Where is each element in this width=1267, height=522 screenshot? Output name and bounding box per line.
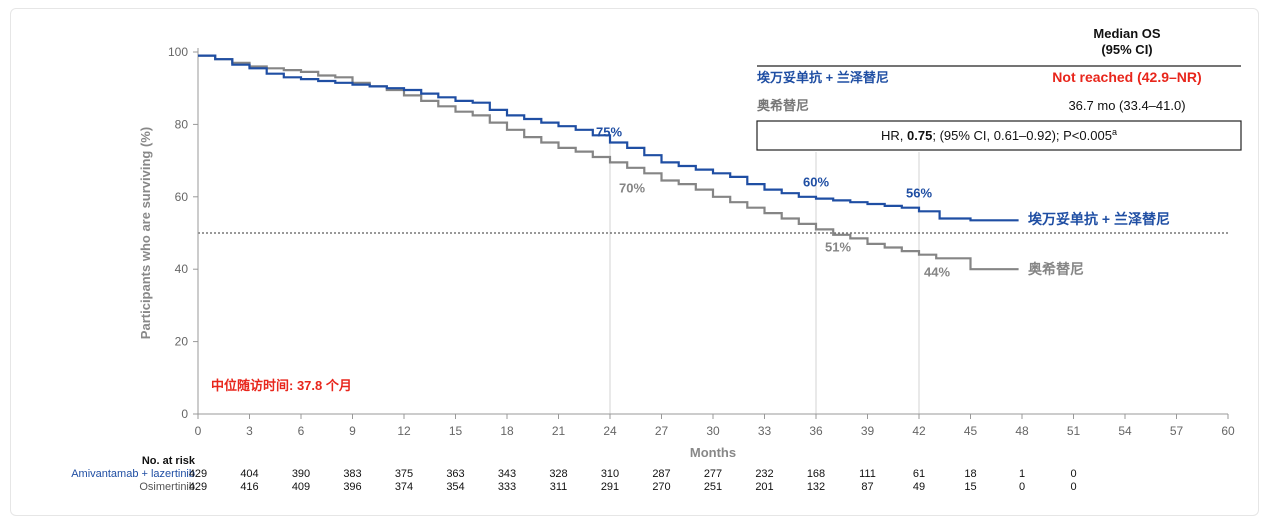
legend-row-value-blue: Not reached (42.9–NR) bbox=[1052, 69, 1201, 85]
risk-value: 232 bbox=[755, 468, 773, 480]
risk-value: 333 bbox=[498, 481, 516, 493]
y-tick-label: 0 bbox=[181, 407, 188, 421]
x-tick-label: 6 bbox=[298, 424, 305, 438]
milestone-label-blue: 60% bbox=[803, 175, 829, 190]
hr-prefix: HR, bbox=[881, 128, 907, 143]
y-axis-title: Participants who are surviving (%) bbox=[138, 127, 153, 339]
risk-value: 374 bbox=[395, 481, 413, 493]
risk-value: 61 bbox=[913, 468, 925, 480]
x-tick-label: 9 bbox=[349, 424, 356, 438]
x-tick-label: 3 bbox=[246, 424, 253, 438]
x-tick-label: 0 bbox=[195, 424, 202, 438]
x-tick-label: 27 bbox=[655, 424, 669, 438]
legend-header-line1: Median OS bbox=[1093, 26, 1161, 41]
risk-value: 18 bbox=[964, 468, 976, 480]
hr-text: HR, 0.75; (95% CI, 0.61–0.92); P<0.005a bbox=[881, 127, 1117, 143]
risk-value: 15 bbox=[964, 481, 976, 493]
risk-value: 363 bbox=[446, 468, 464, 480]
risk-value: 251 bbox=[704, 481, 722, 493]
x-tick-label: 33 bbox=[758, 424, 772, 438]
followup-annotation: 中位随访时间: 37.8 个月 bbox=[211, 378, 352, 393]
x-tick-label: 36 bbox=[809, 424, 823, 438]
y-tick-label: 60 bbox=[175, 190, 189, 204]
x-tick-label: 15 bbox=[449, 424, 463, 438]
milestone-label-gray: 44% bbox=[924, 265, 950, 280]
x-tick-label: 51 bbox=[1067, 424, 1081, 438]
hr-value: 0.75 bbox=[907, 128, 932, 143]
milestone-label-blue: 56% bbox=[906, 185, 932, 200]
x-axis-title: Months bbox=[690, 445, 736, 460]
x-tick-label: 39 bbox=[861, 424, 875, 438]
risk-value: 396 bbox=[343, 481, 361, 493]
risk-value: 343 bbox=[498, 468, 516, 480]
risk-value: 328 bbox=[549, 468, 567, 480]
risk-value: 49 bbox=[913, 481, 925, 493]
x-tick-label: 45 bbox=[964, 424, 978, 438]
risk-row-label: Osimertinib bbox=[139, 481, 195, 493]
end-label-gray: 奥希替尼 bbox=[1028, 261, 1084, 277]
series-line-osimertinib bbox=[198, 54, 1019, 271]
risk-value: 87 bbox=[861, 481, 873, 493]
risk-value: 429 bbox=[189, 468, 207, 480]
risk-value: 0 bbox=[1019, 481, 1025, 493]
milestone-label-gray: 51% bbox=[825, 239, 851, 254]
risk-value: 310 bbox=[601, 468, 619, 480]
legend-row-label-gray: 奥希替尼 bbox=[757, 98, 809, 113]
risk-value: 404 bbox=[240, 468, 258, 480]
legend-background bbox=[757, 20, 1241, 152]
x-tick-label: 24 bbox=[603, 424, 617, 438]
end-label-blue: 埃万妥单抗 + 兰泽替尼 bbox=[1028, 211, 1170, 227]
risk-value: 311 bbox=[550, 481, 568, 493]
risk-value: 291 bbox=[601, 481, 619, 493]
risk-value: 0 bbox=[1070, 481, 1076, 493]
x-tick-label: 18 bbox=[500, 424, 514, 438]
y-tick-label: 20 bbox=[175, 335, 189, 349]
risk-row-label: Amivantamab + lazertinib bbox=[71, 468, 195, 480]
x-tick-label: 42 bbox=[912, 424, 926, 438]
hr-superscript: a bbox=[1112, 127, 1117, 137]
risk-table-title: No. at risk bbox=[142, 455, 196, 467]
risk-value: 375 bbox=[395, 468, 413, 480]
risk-value: 270 bbox=[652, 481, 670, 493]
risk-value: 383 bbox=[343, 468, 361, 480]
risk-value: 201 bbox=[755, 481, 773, 493]
legend-row-value-gray: 36.7 mo (33.4–41.0) bbox=[1068, 98, 1185, 113]
risk-value: 111 bbox=[859, 468, 876, 480]
risk-value: 0 bbox=[1070, 468, 1076, 480]
legend-header-line2: (95% CI) bbox=[1101, 42, 1152, 57]
y-tick-label: 40 bbox=[175, 262, 189, 276]
risk-value: 168 bbox=[807, 468, 825, 480]
risk-value: 1 bbox=[1019, 468, 1025, 480]
hr-suffix: ; (95% CI, 0.61–0.92); P<0.005 bbox=[932, 128, 1112, 143]
x-tick-label: 21 bbox=[552, 424, 566, 438]
risk-value: 429 bbox=[189, 481, 207, 493]
x-tick-label: 48 bbox=[1015, 424, 1029, 438]
series-line-amivantamab-lazertinib bbox=[198, 54, 1019, 222]
x-tick-label: 30 bbox=[706, 424, 720, 438]
milestone-label-gray: 70% bbox=[619, 180, 645, 195]
y-tick-label: 100 bbox=[168, 45, 188, 59]
risk-value: 409 bbox=[292, 481, 310, 493]
legend-row-label-blue: 埃万妥单抗 + 兰泽替尼 bbox=[757, 70, 889, 85]
risk-value: 132 bbox=[807, 481, 825, 493]
risk-value: 390 bbox=[292, 468, 310, 480]
risk-value: 287 bbox=[652, 468, 670, 480]
risk-value: 416 bbox=[240, 481, 258, 493]
x-tick-label: 60 bbox=[1221, 424, 1235, 438]
risk-value: 277 bbox=[704, 468, 722, 480]
risk-value: 354 bbox=[446, 481, 464, 493]
x-tick-label: 57 bbox=[1170, 424, 1184, 438]
x-tick-label: 12 bbox=[397, 424, 411, 438]
hr-box bbox=[756, 120, 1242, 151]
y-tick-label: 80 bbox=[175, 117, 189, 131]
x-tick-label: 54 bbox=[1118, 424, 1132, 438]
milestone-label-blue: 75% bbox=[596, 125, 622, 140]
